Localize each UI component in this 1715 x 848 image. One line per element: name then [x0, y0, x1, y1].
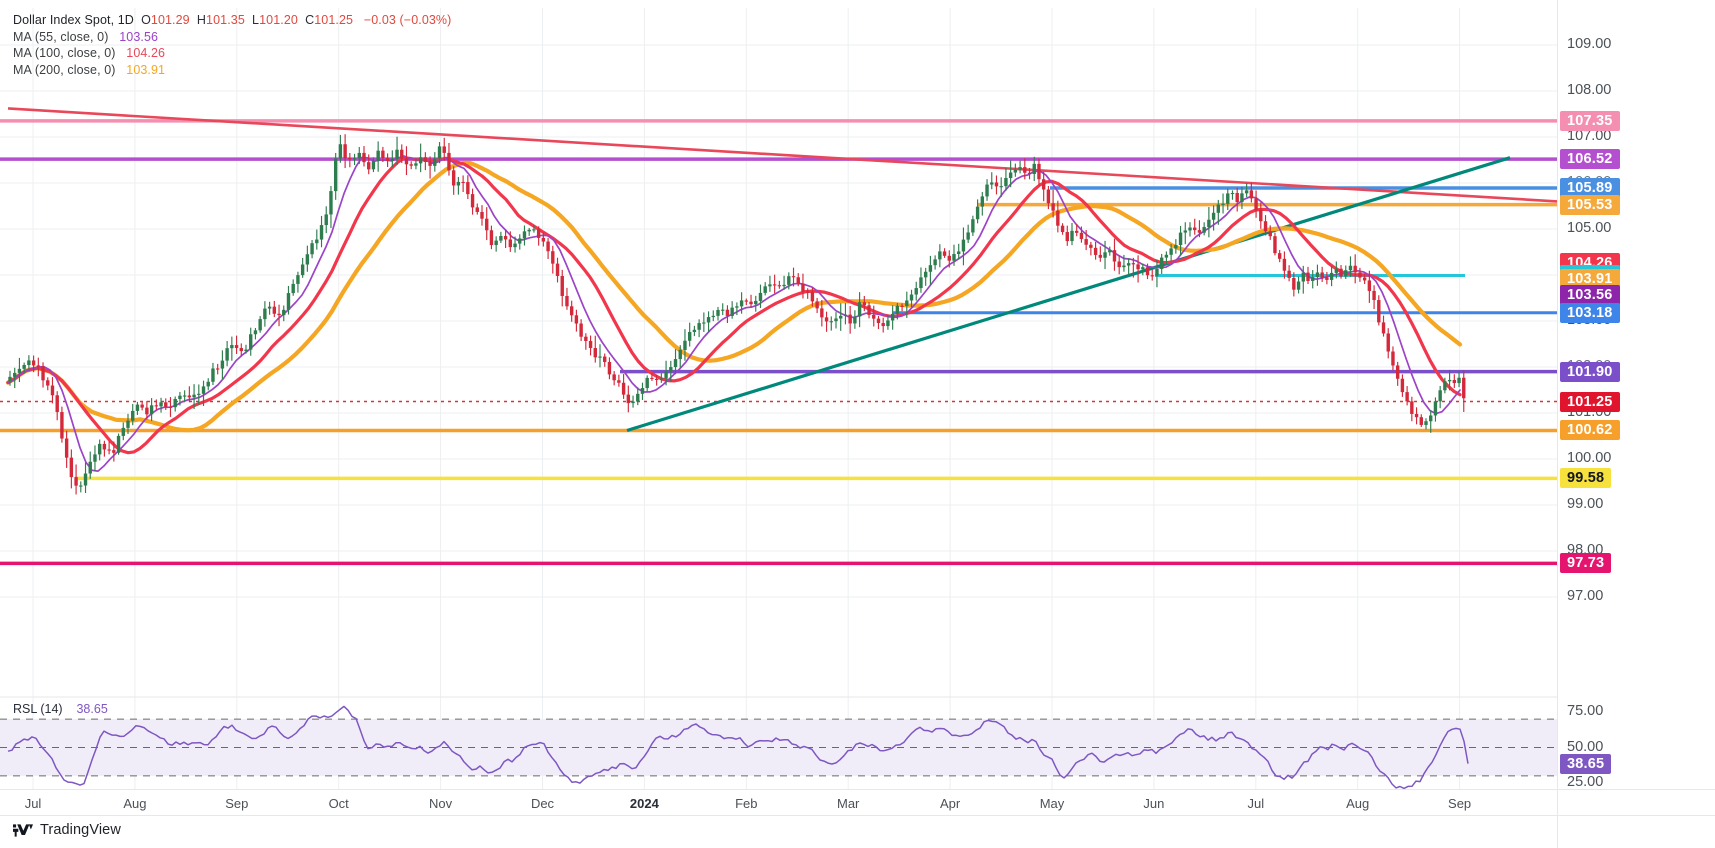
time-axis-tick: Dec: [530, 796, 555, 811]
time-axis-bottom-border: [0, 815, 1715, 816]
time-axis-tick: Aug: [123, 796, 147, 811]
time-axis-top-border: [0, 789, 1715, 790]
price-level-label[interactable]: 105.53: [1560, 194, 1620, 215]
rsi-panel-background: [0, 718, 1557, 777]
price-axis-separator: [1557, 0, 1558, 848]
time-axis-tick: Mar: [836, 796, 860, 811]
price-level-label[interactable]: 103.18: [1560, 302, 1620, 323]
time-axis-tick: Jul: [24, 796, 42, 811]
time-axis-tick: Sep: [225, 796, 249, 811]
time-axis[interactable]: Jul Aug Sep Oct Nov Dec 2024 Feb Mar Apr May Jun Jul…: [0, 790, 1557, 818]
tradingview-wordmark: TradingView: [40, 822, 121, 838]
time-axis-tick: Apr: [939, 796, 961, 811]
horizontal-level-lines: [0, 119, 1557, 566]
price-level-label[interactable]: 103.56: [1560, 285, 1620, 306]
price-level-label[interactable]: 97.73: [1560, 553, 1612, 574]
time-axis-tick: May: [1039, 796, 1065, 811]
price-level-label[interactable]: 107.35: [1560, 110, 1620, 131]
time-axis-tick: Jun: [1143, 796, 1165, 811]
price-level-label[interactable]: 103.91: [1560, 269, 1620, 290]
rsi-series: [7, 705, 1469, 790]
rsi-value-label[interactable]: 38.65: [1560, 753, 1612, 774]
price-level-label[interactable]: 100.62: [1560, 420, 1620, 441]
time-axis-tick: Feb: [735, 796, 758, 811]
price-level-label[interactable]: 106.52: [1560, 149, 1620, 170]
time-axis-tick: 2024: [629, 796, 659, 811]
price-level-label[interactable]: 105.89: [1560, 178, 1620, 199]
time-axis-tick: Sep: [1448, 796, 1472, 811]
tradingview-branding: TradingView: [13, 822, 121, 838]
price-level-label[interactable]: 99.58: [1560, 468, 1612, 489]
time-axis-tick: Nov: [429, 796, 453, 811]
time-axis-tick: Aug: [1346, 796, 1370, 811]
trend-lines: [7, 107, 1558, 433]
time-axis-tick: Jul: [1247, 796, 1265, 811]
time-axis-tick: Oct: [328, 796, 349, 811]
candlestick-series: [8, 134, 1466, 495]
grid-lines: [0, 8, 1557, 790]
tradingview-logo-icon: [13, 823, 33, 837]
price-level-label[interactable]: 101.25: [1560, 391, 1620, 412]
price-level-label[interactable]: 101.90: [1560, 361, 1620, 382]
